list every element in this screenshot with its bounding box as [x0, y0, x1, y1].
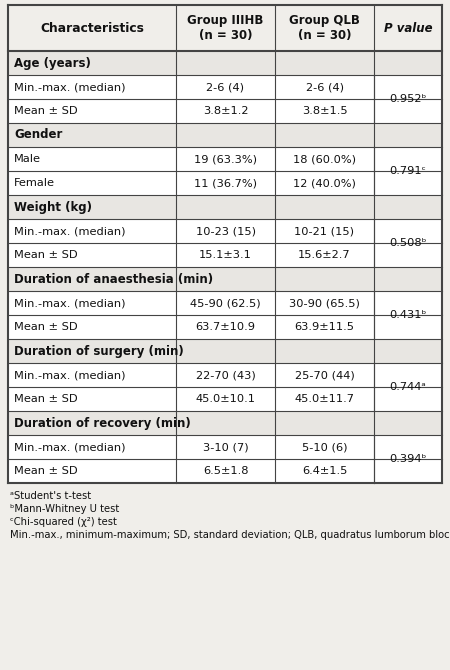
Text: 25-70 (44): 25-70 (44) [295, 370, 355, 380]
Text: Weight (kg): Weight (kg) [14, 200, 92, 214]
Text: 2-6 (4): 2-6 (4) [207, 82, 244, 92]
Text: 6.4±1.5: 6.4±1.5 [302, 466, 347, 476]
Text: Duration of recovery (min): Duration of recovery (min) [14, 417, 191, 429]
Text: P value: P value [384, 21, 432, 34]
Text: Min.-max. (median): Min.-max. (median) [14, 82, 126, 92]
Text: Min.-max., minimum-maximum; SD, standard deviation; QLB, quadratus lumborum bloc: Min.-max., minimum-maximum; SD, standard… [10, 530, 450, 540]
Text: 0.394ᵇ: 0.394ᵇ [389, 454, 427, 464]
Text: ᵃStudent's t-test: ᵃStudent's t-test [10, 491, 91, 501]
Text: Group IIIHB
(n = 30): Group IIIHB (n = 30) [187, 14, 264, 42]
Text: 10-23 (15): 10-23 (15) [195, 226, 256, 236]
Text: 2-6 (4): 2-6 (4) [306, 82, 343, 92]
Text: 10-21 (15): 10-21 (15) [294, 226, 355, 236]
Bar [8, 195, 442, 219]
Bar [8, 5, 442, 483]
Text: 5-10 (6): 5-10 (6) [302, 442, 347, 452]
Text: 3-10 (7): 3-10 (7) [202, 442, 248, 452]
Text: 0.744ᵃ: 0.744ᵃ [390, 382, 427, 392]
Text: Characteristics: Characteristics [40, 21, 144, 34]
Bar [8, 123, 442, 147]
Text: Mean ± SD: Mean ± SD [14, 466, 77, 476]
Text: 0.952ᵇ: 0.952ᵇ [389, 94, 427, 104]
Text: 22-70 (43): 22-70 (43) [196, 370, 256, 380]
Text: 0.508ᵇ: 0.508ᵇ [389, 238, 427, 248]
Text: 12 (40.0%): 12 (40.0%) [293, 178, 356, 188]
Bar [8, 5, 442, 51]
Text: Mean ± SD: Mean ± SD [14, 322, 77, 332]
Text: Duration of surgery (min): Duration of surgery (min) [14, 344, 184, 358]
Text: 11 (36.7%): 11 (36.7%) [194, 178, 257, 188]
Bar [8, 339, 442, 363]
Text: 0.431ᵇ: 0.431ᵇ [389, 310, 427, 320]
Text: 3.8±1.2: 3.8±1.2 [203, 106, 248, 116]
Text: 63.7±10.9: 63.7±10.9 [195, 322, 256, 332]
Text: ᶜChi-squared (χ²) test: ᶜChi-squared (χ²) test [10, 517, 117, 527]
Text: 19 (63.3%): 19 (63.3%) [194, 154, 257, 164]
Text: Male: Male [14, 154, 41, 164]
Text: 6.5±1.8: 6.5±1.8 [203, 466, 248, 476]
Text: 45.0±11.7: 45.0±11.7 [294, 394, 355, 404]
Text: Min.-max. (median): Min.-max. (median) [14, 442, 126, 452]
Text: 15.1±3.1: 15.1±3.1 [199, 250, 252, 260]
Text: 45-90 (62.5): 45-90 (62.5) [190, 298, 261, 308]
Text: Mean ± SD: Mean ± SD [14, 250, 77, 260]
Bar [8, 267, 442, 291]
Text: Group QLB
(n = 30): Group QLB (n = 30) [289, 14, 360, 42]
Text: 0.791ᶜ: 0.791ᶜ [390, 166, 427, 176]
Text: 15.6±2.7: 15.6±2.7 [298, 250, 351, 260]
Text: Min.-max. (median): Min.-max. (median) [14, 370, 126, 380]
Bar [8, 51, 442, 75]
Text: 18 (60.0%): 18 (60.0%) [293, 154, 356, 164]
Text: Min.-max. (median): Min.-max. (median) [14, 298, 126, 308]
Text: 45.0±10.1: 45.0±10.1 [195, 394, 256, 404]
Text: Duration of anaesthesia (min): Duration of anaesthesia (min) [14, 273, 213, 285]
Text: 30-90 (65.5): 30-90 (65.5) [289, 298, 360, 308]
Text: 3.8±1.5: 3.8±1.5 [302, 106, 347, 116]
Text: Age (years): Age (years) [14, 56, 91, 70]
Text: Min.-max. (median): Min.-max. (median) [14, 226, 126, 236]
Text: Female: Female [14, 178, 55, 188]
Text: ᵇMann-Whitney U test: ᵇMann-Whitney U test [10, 504, 119, 514]
Text: 63.9±11.5: 63.9±11.5 [294, 322, 355, 332]
Text: Gender: Gender [14, 129, 63, 141]
Text: Mean ± SD: Mean ± SD [14, 106, 77, 116]
Text: Mean ± SD: Mean ± SD [14, 394, 77, 404]
Bar [8, 411, 442, 435]
